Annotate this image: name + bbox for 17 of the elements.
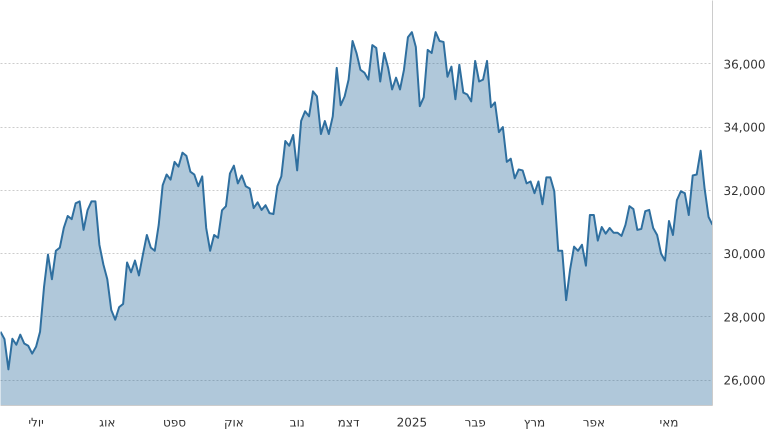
x-tick-label: אוק <box>224 416 244 430</box>
x-tick-label: ספט <box>163 416 186 430</box>
x-tick-label: אפר <box>582 416 605 430</box>
x-tick-label: אוג <box>99 416 116 430</box>
x-tick-label: נוב <box>290 416 305 430</box>
x-tick-label: פבר <box>464 416 486 430</box>
y-tick-label: 28,000 <box>724 310 766 324</box>
y-tick-label: 34,000 <box>724 120 766 135</box>
y-tick-label: 26,000 <box>724 374 766 388</box>
y-tick-label: 32,000 <box>724 184 766 198</box>
x-tick-label: מאי <box>660 416 678 430</box>
x-tick-label: 2025 <box>396 416 428 430</box>
x-tick-label: יולי <box>28 416 44 430</box>
y-tick-label: 30,000 <box>724 247 766 262</box>
x-tick-label: דצמ <box>338 416 360 430</box>
y-tick-label: 36,000 <box>724 57 766 72</box>
x-tick-label: מרץ <box>524 416 546 430</box>
